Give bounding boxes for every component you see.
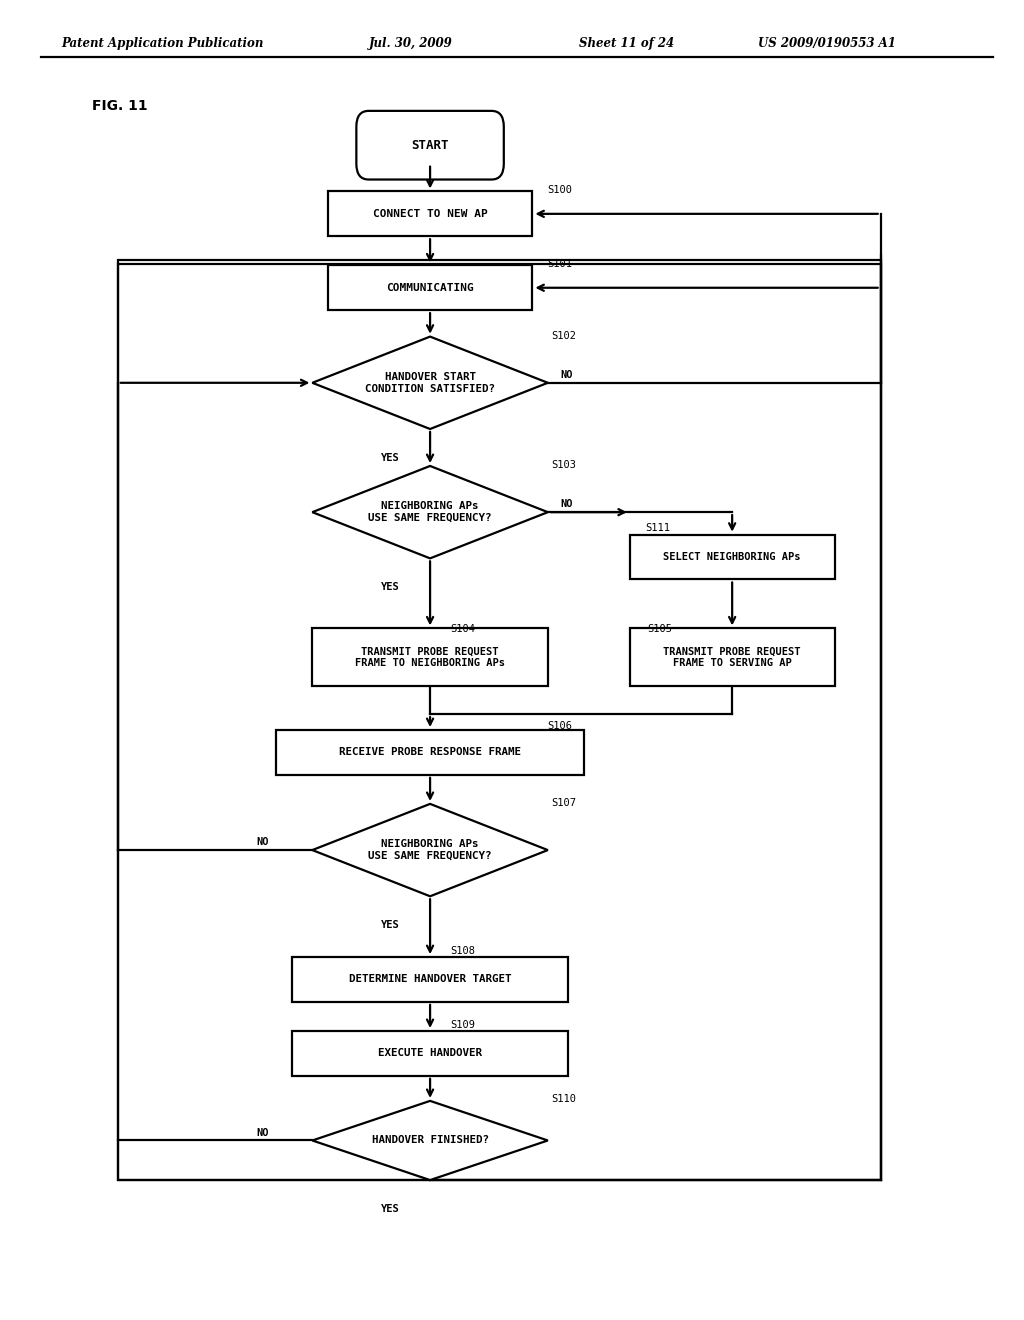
Text: RECEIVE PROBE RESPONSE FRAME: RECEIVE PROBE RESPONSE FRAME [339, 747, 521, 758]
Text: S111: S111 [645, 523, 670, 533]
Polygon shape [312, 337, 548, 429]
FancyBboxPatch shape [356, 111, 504, 180]
Text: Jul. 30, 2009: Jul. 30, 2009 [369, 37, 453, 50]
Text: HANDOVER START
CONDITION SATISFIED?: HANDOVER START CONDITION SATISFIED? [366, 372, 495, 393]
Bar [292, 957, 568, 1002]
Text: NO: NO [560, 499, 572, 510]
Bar [630, 628, 835, 686]
Bar [630, 535, 835, 579]
Text: US 2009/0190553 A1: US 2009/0190553 A1 [758, 37, 896, 50]
Text: S107: S107 [551, 797, 575, 808]
Text: FIG. 11: FIG. 11 [92, 99, 147, 112]
Text: S108: S108 [451, 945, 475, 956]
Text: TRANSMIT PROBE REQUEST
FRAME TO SERVING AP: TRANSMIT PROBE REQUEST FRAME TO SERVING … [664, 647, 801, 668]
Text: S100: S100 [547, 185, 571, 195]
Bar [328, 191, 532, 236]
Text: S109: S109 [451, 1019, 475, 1030]
Text: NEIGHBORING APs
USE SAME FREQUENCY?: NEIGHBORING APs USE SAME FREQUENCY? [369, 840, 492, 861]
Text: YES: YES [381, 1204, 399, 1214]
Text: NEIGHBORING APs
USE SAME FREQUENCY?: NEIGHBORING APs USE SAME FREQUENCY? [369, 502, 492, 523]
Text: NO: NO [256, 837, 268, 847]
Text: S101: S101 [547, 259, 571, 269]
Text: S105: S105 [647, 623, 672, 634]
Text: COMMUNICATING: COMMUNICATING [386, 282, 474, 293]
Text: NO: NO [560, 370, 572, 380]
Text: EXECUTE HANDOVER: EXECUTE HANDOVER [378, 1048, 482, 1059]
Bar [118, 260, 881, 1180]
Text: Patent Application Publication: Patent Application Publication [61, 37, 264, 50]
Bar [292, 1031, 568, 1076]
Bar [118, 264, 881, 1180]
Text: CONNECT TO NEW AP: CONNECT TO NEW AP [373, 209, 487, 219]
Text: TRANSMIT PROBE REQUEST
FRAME TO NEIGHBORING APs: TRANSMIT PROBE REQUEST FRAME TO NEIGHBOR… [355, 647, 505, 668]
Text: S106: S106 [547, 721, 571, 731]
Polygon shape [312, 1101, 548, 1180]
Bar [328, 265, 532, 310]
Text: Sheet 11 of 24: Sheet 11 of 24 [579, 37, 674, 50]
Text: S103: S103 [551, 459, 575, 470]
Text: NO: NO [256, 1127, 268, 1138]
Text: YES: YES [381, 582, 399, 593]
Text: YES: YES [381, 453, 399, 463]
Text: S102: S102 [551, 330, 575, 341]
Text: START: START [412, 139, 449, 152]
Polygon shape [312, 804, 548, 896]
Text: S104: S104 [451, 623, 475, 634]
Text: DETERMINE HANDOVER TARGET: DETERMINE HANDOVER TARGET [349, 974, 511, 985]
Polygon shape [312, 466, 548, 558]
Bar [312, 628, 548, 686]
Text: YES: YES [381, 920, 399, 931]
Text: HANDOVER FINISHED?: HANDOVER FINISHED? [372, 1135, 488, 1146]
Text: SELECT NEIGHBORING APs: SELECT NEIGHBORING APs [664, 552, 801, 562]
Text: S110: S110 [551, 1093, 575, 1104]
Bar [276, 730, 584, 775]
